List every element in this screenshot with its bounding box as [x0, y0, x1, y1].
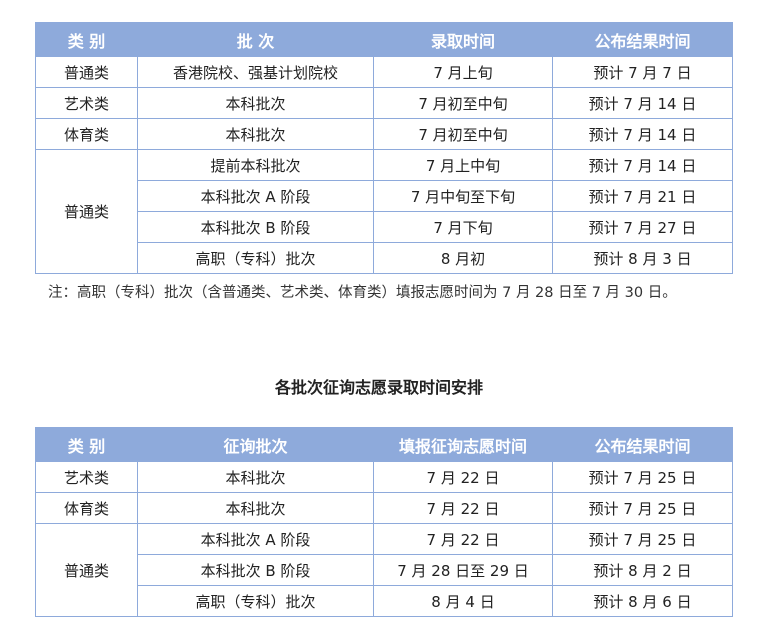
table-row: 普通类 本科批次 A 阶段 7 月 22 日 预计 7 月 25 日: [35, 523, 733, 617]
result-cell: 预计 7 月 14 日: [552, 118, 733, 150]
header-cell: 类 别: [35, 427, 138, 462]
admission-cell: 8 月初: [373, 242, 553, 274]
category-cell: 艺术类: [35, 461, 138, 493]
admission-cell: 7 月初至中旬: [373, 118, 553, 150]
fill-time-cell: 7 月 22 日: [373, 461, 553, 493]
category-cell: 普通类: [35, 149, 138, 274]
table-row: 本科批次 B 阶段 7 月 28 日至 29 日 预计 8 月 2 日: [36, 554, 733, 586]
category-cell: 普通类: [35, 56, 138, 88]
batch-cell: 本科批次 A 阶段: [137, 523, 374, 555]
admission-cell: 7 月上中旬: [373, 149, 553, 181]
fill-time-cell: 7 月 28 日至 29 日: [373, 554, 553, 586]
result-cell: 预计 8 月 6 日: [552, 585, 733, 617]
table-header: 类 别 批 次 录取时间 公布结果时间: [35, 22, 733, 57]
admission-cell: 7 月上旬: [373, 56, 553, 88]
fill-time-cell: 7 月 22 日: [373, 523, 553, 555]
result-cell: 预计 8 月 2 日: [552, 554, 733, 586]
table-row: 高职（专科）批次 8 月 4 日 预计 8 月 6 日: [36, 585, 733, 617]
result-cell: 预计 7 月 14 日: [552, 149, 733, 181]
table-row: 普通类 提前本科批次 7 月上中旬 预计 7 月 14 日: [35, 149, 733, 274]
header-cell: 类 别: [35, 22, 138, 57]
table-row: 体育类 本科批次 7 月初至中旬 预计 7 月 14 日: [35, 118, 733, 150]
batch-cell: 本科批次: [137, 118, 374, 150]
batch-cell: 本科批次 B 阶段: [137, 554, 374, 586]
table-note: 注：高职（专科）批次（含普通类、艺术类、体育类）填报志愿时间为 7 月 28 日…: [48, 285, 677, 301]
admission-cell: 7 月下旬: [373, 211, 553, 243]
result-cell: 预计 7 月 25 日: [552, 523, 733, 555]
admission-cell: 7 月中旬至下旬: [373, 180, 553, 212]
fill-time-cell: 7 月 22 日: [373, 492, 553, 524]
batch-cell: 高职（专科）批次: [137, 585, 374, 617]
batch-cell: 本科批次: [137, 87, 374, 119]
category-cell: 普通类: [35, 523, 138, 617]
result-cell: 预计 7 月 27 日: [552, 211, 733, 243]
table-row: 高职（专科）批次 8 月初 预计 8 月 3 日: [36, 242, 733, 274]
result-cell: 预计 7 月 25 日: [552, 492, 733, 524]
header-cell: 公布结果时间: [552, 427, 733, 462]
table-header: 类 别 征询批次 填报征询志愿时间 公布结果时间: [35, 427, 733, 462]
header-cell: 录取时间: [373, 22, 553, 57]
result-cell: 预计 7 月 14 日: [552, 87, 733, 119]
batch-cell: 本科批次: [137, 492, 374, 524]
admission-cell: 7 月初至中旬: [373, 87, 553, 119]
batch-cell: 本科批次 B 阶段: [137, 211, 374, 243]
batch-cell: 香港院校、强基计划院校: [137, 56, 374, 88]
result-cell: 预计 7 月 21 日: [552, 180, 733, 212]
admission-schedule-table: 类 别 批 次 录取时间 公布结果时间 普通类 香港院校、强基计划院校 7 月上…: [35, 22, 733, 274]
result-cell: 预计 7 月 7 日: [552, 56, 733, 88]
header-cell: 公布结果时间: [552, 22, 733, 57]
batch-cell: 提前本科批次: [137, 149, 374, 181]
result-cell: 预计 7 月 25 日: [552, 461, 733, 493]
table-row: 艺术类 本科批次 7 月 22 日 预计 7 月 25 日: [35, 461, 733, 493]
batch-cell: 本科批次 A 阶段: [137, 180, 374, 212]
header-cell: 批 次: [137, 22, 374, 57]
fill-time-cell: 8 月 4 日: [373, 585, 553, 617]
category-cell: 体育类: [35, 492, 138, 524]
table-row: 本科批次 B 阶段 7 月下旬 预计 7 月 27 日: [36, 211, 733, 243]
header-cell: 征询批次: [137, 427, 374, 462]
batch-cell: 高职（专科）批次: [137, 242, 374, 274]
solicitation-schedule-table: 类 别 征询批次 填报征询志愿时间 公布结果时间 艺术类 本科批次 7 月 22…: [35, 427, 733, 617]
table-row: 本科批次 A 阶段 7 月中旬至下旬 预计 7 月 21 日: [36, 180, 733, 212]
table-row: 体育类 本科批次 7 月 22 日 预计 7 月 25 日: [35, 492, 733, 524]
table-row: 普通类 香港院校、强基计划院校 7 月上旬 预计 7 月 7 日: [35, 56, 733, 88]
header-cell: 填报征询志愿时间: [373, 427, 553, 462]
section-title: 各批次征询志愿录取时间安排: [274, 378, 483, 397]
result-cell: 预计 8 月 3 日: [552, 242, 733, 274]
table-row: 艺术类 本科批次 7 月初至中旬 预计 7 月 14 日: [35, 87, 733, 119]
batch-cell: 本科批次: [137, 461, 374, 493]
category-cell: 艺术类: [35, 87, 138, 119]
category-cell: 体育类: [35, 118, 138, 150]
